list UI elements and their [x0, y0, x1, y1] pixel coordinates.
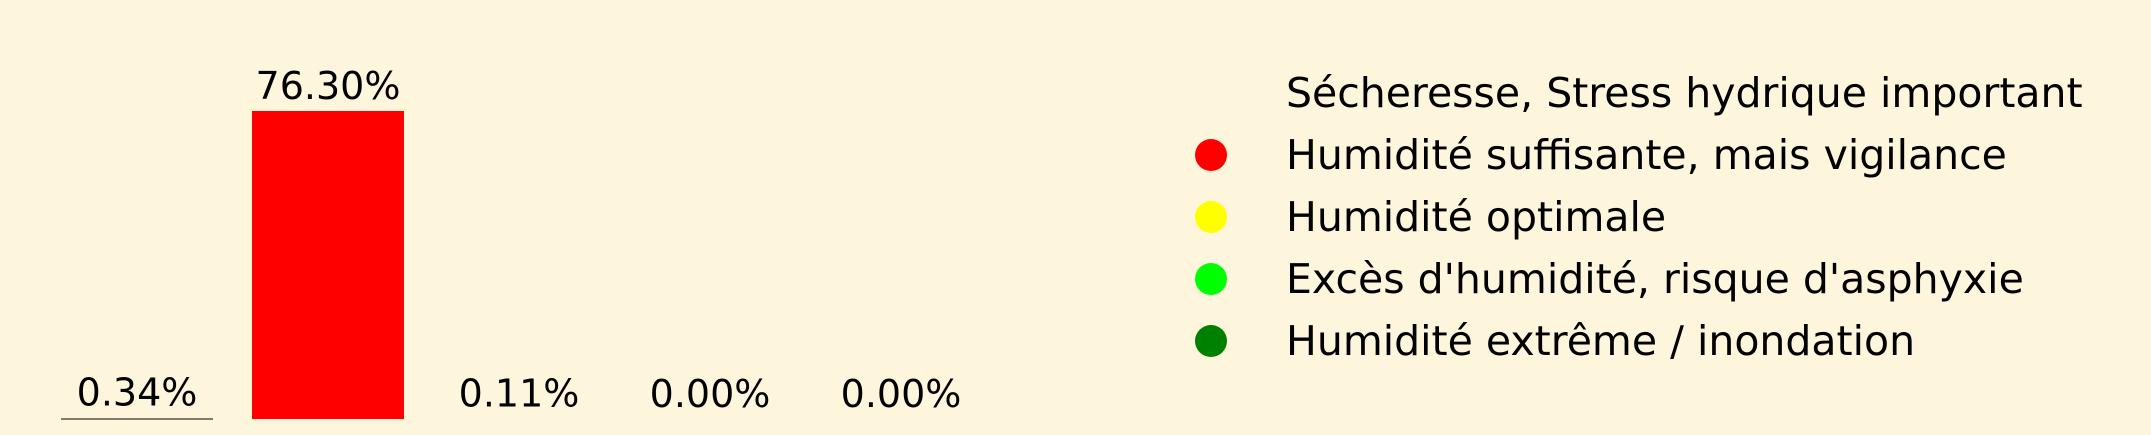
- bar-value-label-4: 0.00%: [650, 372, 771, 416]
- bar-value-label-3: 0.11%: [459, 372, 580, 416]
- legend-label-5: Humidité extrême / inondation: [1286, 317, 1915, 365]
- legend-label-4: Excès d'humidité, risque d'asphyxie: [1286, 255, 2024, 303]
- legend-marker-2: [1195, 139, 1227, 171]
- bar-value-label-5: 0.00%: [841, 372, 962, 416]
- bar-labels-group: 0.34% 76.30% 0.11% 0.00% 0.00%: [77, 64, 962, 416]
- bars-group: [61, 111, 404, 420]
- legend-marker-5: [1195, 325, 1227, 357]
- legend-label-3: Humidité optimale: [1286, 193, 1666, 241]
- bar-value-label-2: 76.30%: [256, 64, 401, 108]
- bar-2: [252, 111, 404, 419]
- bar-value-label-1: 0.34%: [77, 371, 198, 415]
- legend-marker-4: [1195, 263, 1227, 295]
- legend: Sécheresse, Stress hydrique important Hum…: [1195, 69, 2083, 365]
- legend-marker-1: [1195, 77, 1227, 109]
- legend-marker-3: [1195, 201, 1227, 233]
- legend-label-2: Humidité suffisante, mais vigilance: [1286, 131, 2007, 179]
- legend-label-1: Sécheresse, Stress hydrique important: [1286, 69, 2083, 117]
